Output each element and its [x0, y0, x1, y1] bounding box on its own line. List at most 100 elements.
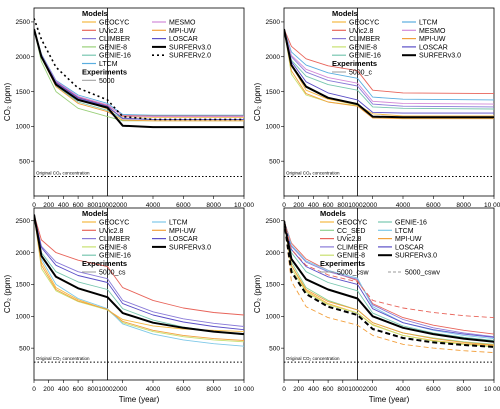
- legend-entry: UVic2.8: [337, 236, 361, 243]
- legend-entry: GENIE-8: [337, 253, 365, 260]
- y-tick-label: 1000: [16, 314, 31, 321]
- x-tick-label: 0: [282, 202, 286, 209]
- x-axis-label: Time (year): [369, 395, 410, 404]
- baseline-annotation: Original CO₂ concentration: [286, 356, 340, 361]
- x-tick-label: 6000: [426, 202, 441, 209]
- x-tick-label: 400: [308, 386, 319, 393]
- legend-experiment-entry: 5000_csw: [337, 270, 369, 277]
- x-tick-label: 200: [43, 202, 54, 209]
- legend-entry: GEOCYC: [337, 220, 367, 227]
- x-tick-label: 0: [32, 386, 36, 393]
- legend-models-title: Models: [320, 209, 346, 218]
- legend-entry: GENIE-8: [99, 244, 127, 251]
- y-tick-label: 2000: [266, 54, 281, 61]
- legend-entry: CLIMBER: [99, 36, 130, 43]
- x-tick-label: 400: [308, 202, 319, 209]
- legend-entry: SURFERv3.0: [419, 53, 461, 60]
- legend-entry: MESMO: [169, 20, 196, 27]
- x-tick-label: 6000: [176, 202, 191, 209]
- legend-entry: GEOCYC: [99, 20, 129, 27]
- legend-entry: GEOCYC: [99, 220, 129, 227]
- x-tick-label: 10002000: [98, 386, 127, 393]
- y-axis-label: CO₂ (ppm): [3, 83, 12, 122]
- legend-entry: LTCM: [99, 61, 118, 68]
- series-line: [284, 220, 494, 340]
- series-line: [284, 28, 494, 120]
- legend-experiment-entry: 5000_c: [349, 70, 372, 77]
- legend-experiments-title: Experiments: [82, 259, 127, 268]
- legend-entry: LTCM: [419, 20, 438, 27]
- legend-entry: SURFERv3.0: [169, 44, 211, 51]
- x-tick-label: 4000: [146, 386, 161, 393]
- series-line: [284, 220, 494, 343]
- legend-entry: SURFERv3.0: [395, 253, 437, 260]
- y-tick-label: 1500: [16, 89, 31, 96]
- legend-entry: GENIE-8: [99, 44, 127, 51]
- x-tick-label: 800: [87, 202, 98, 209]
- x-tick-label: 400: [58, 202, 69, 209]
- y-tick-label: 1500: [16, 282, 31, 289]
- legend-experiments-title: Experiments: [82, 67, 127, 76]
- legend-entry: UVic2.8: [99, 28, 123, 35]
- y-axis-label: CO₂ (ppm): [253, 83, 262, 122]
- x-tick-label: 8000: [206, 202, 221, 209]
- series-line: [284, 28, 494, 95]
- legend-entry: MPI-UW: [395, 236, 422, 243]
- legend-models-title: Models: [82, 209, 108, 218]
- x-tick-label: 4000: [396, 386, 411, 393]
- legend-entry: UVic2.8: [99, 228, 123, 235]
- legend-entry: GENIE-16: [99, 253, 131, 260]
- y-tick-label: 1500: [266, 282, 281, 289]
- plot-area: [283, 207, 495, 381]
- y-tick-label: 2500: [16, 218, 31, 225]
- y-tick-label: 1500: [266, 89, 281, 96]
- y-axis-label: CO₂ (ppm): [253, 275, 262, 314]
- legend-entry: SURFERv2.0: [169, 53, 211, 60]
- chart-panel-top-left: 0 200 400 600 800 10002000 4000 6000 8000 10 0005…: [3, 7, 254, 220]
- legend-entry: SURFERv3.0: [169, 244, 211, 251]
- chart-panel-bottom-left: 0 200 400 600 800 10002000 4000 6000 8000 10 0005…: [3, 207, 254, 404]
- legend-entry: GENIE-8: [349, 44, 377, 51]
- x-tick-label: 0: [32, 202, 36, 209]
- x-tick-label: 4000: [146, 202, 161, 209]
- x-tick-label: 600: [73, 202, 84, 209]
- x-tick-label: 10 000: [484, 386, 500, 393]
- x-tick-label: 800: [337, 202, 348, 209]
- baseline-annotation: Original CO₂ concentration: [286, 171, 340, 176]
- series-line: [34, 214, 244, 331]
- y-tick-label: 1000: [16, 124, 31, 131]
- y-tick-label: 2500: [16, 19, 31, 26]
- y-tick-label: 500: [19, 158, 30, 165]
- legend-entry: CLIMBER: [349, 36, 380, 43]
- x-axis-label: Time (year): [119, 395, 160, 404]
- x-tick-label: 6000: [176, 386, 191, 393]
- series-line: [34, 214, 244, 341]
- legend-experiments-title: Experiments: [320, 259, 365, 268]
- legend-entry: LOSCAR: [169, 36, 198, 43]
- x-tick-label: 8000: [456, 202, 471, 209]
- y-tick-label: 2000: [16, 54, 31, 61]
- plot-area: [283, 7, 495, 197]
- series-line: [34, 28, 244, 129]
- legend-models-title: Models: [82, 9, 108, 18]
- legend-entry: LTCM: [395, 228, 414, 235]
- x-tick-label: 8000: [456, 386, 471, 393]
- legend-entry: CC_SED: [337, 228, 365, 235]
- x-tick-label: 400: [58, 386, 69, 393]
- x-tick-label: 10002000: [348, 386, 377, 393]
- legend-entry: CLIMBER: [99, 236, 130, 243]
- legend-entry: MPI-UW: [169, 228, 196, 235]
- x-tick-label: 10002000: [348, 202, 377, 209]
- series-line: [284, 28, 494, 101]
- baseline-annotation: Original CO₂ concentration: [36, 356, 90, 361]
- y-tick-label: 2000: [266, 250, 281, 257]
- y-tick-label: 2500: [266, 218, 281, 225]
- x-tick-label: 10002000: [98, 202, 127, 209]
- series-line: [284, 28, 494, 108]
- legend-entry: GENIE-16: [349, 53, 381, 60]
- x-tick-label: 800: [337, 386, 348, 393]
- x-tick-label: 10 000: [484, 202, 500, 209]
- legend-entry: MPI-UW: [169, 28, 196, 35]
- series-line: [284, 220, 494, 319]
- y-tick-label: 1000: [266, 314, 281, 321]
